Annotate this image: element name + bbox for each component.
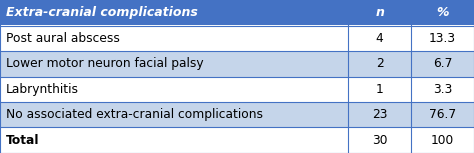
Text: No associated extra-cranial complications: No associated extra-cranial complication…: [6, 108, 263, 121]
Bar: [411, 0, 474, 26]
Bar: [411, 127, 474, 153]
Bar: [411, 76, 474, 102]
Text: 76.7: 76.7: [429, 108, 456, 121]
Bar: [348, 76, 411, 102]
Bar: [0, 26, 348, 51]
Text: 100: 100: [431, 134, 454, 147]
Bar: [0, 127, 348, 153]
Text: 1: 1: [376, 83, 383, 96]
Bar: [0, 76, 348, 102]
Bar: [348, 127, 411, 153]
Text: 30: 30: [372, 134, 387, 147]
Text: 3.3: 3.3: [433, 83, 452, 96]
Bar: [0, 102, 348, 127]
Text: 2: 2: [376, 57, 383, 70]
Bar: [411, 51, 474, 76]
Text: n: n: [375, 6, 384, 19]
Text: 6.7: 6.7: [433, 57, 452, 70]
Text: %: %: [436, 6, 449, 19]
Text: Post aural abscess: Post aural abscess: [6, 32, 119, 45]
Bar: [0, 0, 348, 26]
Text: 4: 4: [376, 32, 383, 45]
Text: Lower motor neuron facial palsy: Lower motor neuron facial palsy: [6, 57, 203, 70]
Text: Labrynthitis: Labrynthitis: [6, 83, 79, 96]
Bar: [411, 26, 474, 51]
Text: Extra-cranial complications: Extra-cranial complications: [6, 6, 198, 19]
Bar: [348, 26, 411, 51]
Bar: [411, 102, 474, 127]
Text: Total: Total: [6, 134, 39, 147]
Bar: [348, 51, 411, 76]
Text: 13.3: 13.3: [429, 32, 456, 45]
Bar: [0, 51, 348, 76]
Bar: [348, 0, 411, 26]
Text: 23: 23: [372, 108, 387, 121]
Bar: [348, 102, 411, 127]
